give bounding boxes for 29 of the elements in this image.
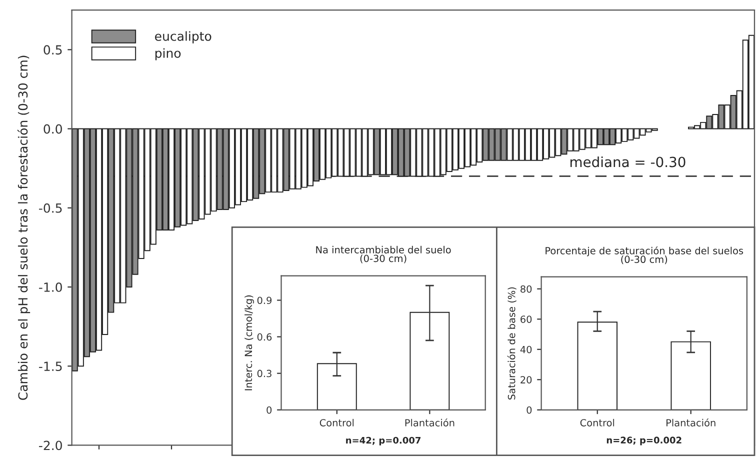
y-tick-label: 0.9 [257,296,272,304]
y-axis-title: Cambio en el pH del suelo tras la forestación (0-30 cm) [17,56,30,400]
y-tick-label: -1.0 [39,282,62,292]
x-tick-label: Control [320,418,354,426]
y-tick-label: 80 [520,285,532,293]
y-tick-label: -2.0 [39,440,62,450]
y-tick-label: 0 [266,406,272,414]
y-tick-label: 0.5 [44,45,62,55]
y-tick-label: 0.3 [257,370,272,378]
x-tick-label: Plantación [405,418,454,426]
y-axis-title: Saturación de base (%) [507,287,516,400]
y-tick-label: 0.6 [257,333,272,341]
legend-label: pino [155,48,181,60]
annotation: n=26; p=0.002 [606,436,682,446]
x-tick-label: Plantación [666,418,716,426]
ref-line-label: mediana = -0.30 [570,156,686,168]
y-tick-label: 0 [526,406,532,414]
y-tick-label: 20 [520,376,532,384]
chart-title: Porcentaje de saturación base del suelos (0-30 cm) [546,246,744,264]
y-tick-label: 0.0 [44,124,62,134]
x-tick-label: Control [580,418,614,426]
y-tick-label: 60 [520,316,532,323]
y-axis-title: Interc. Na (cmol/kg) [244,295,254,390]
annotation: n=42; p=0.007 [346,436,421,446]
legend-label: eucalipto [155,31,212,44]
y-tick-label: 40 [520,346,532,354]
y-tick-label: -0.5 [39,203,62,213]
y-tick-label: -1.5 [39,362,62,372]
chart-title: Na intercambiable del suelo (0-30 cm) [316,246,451,264]
